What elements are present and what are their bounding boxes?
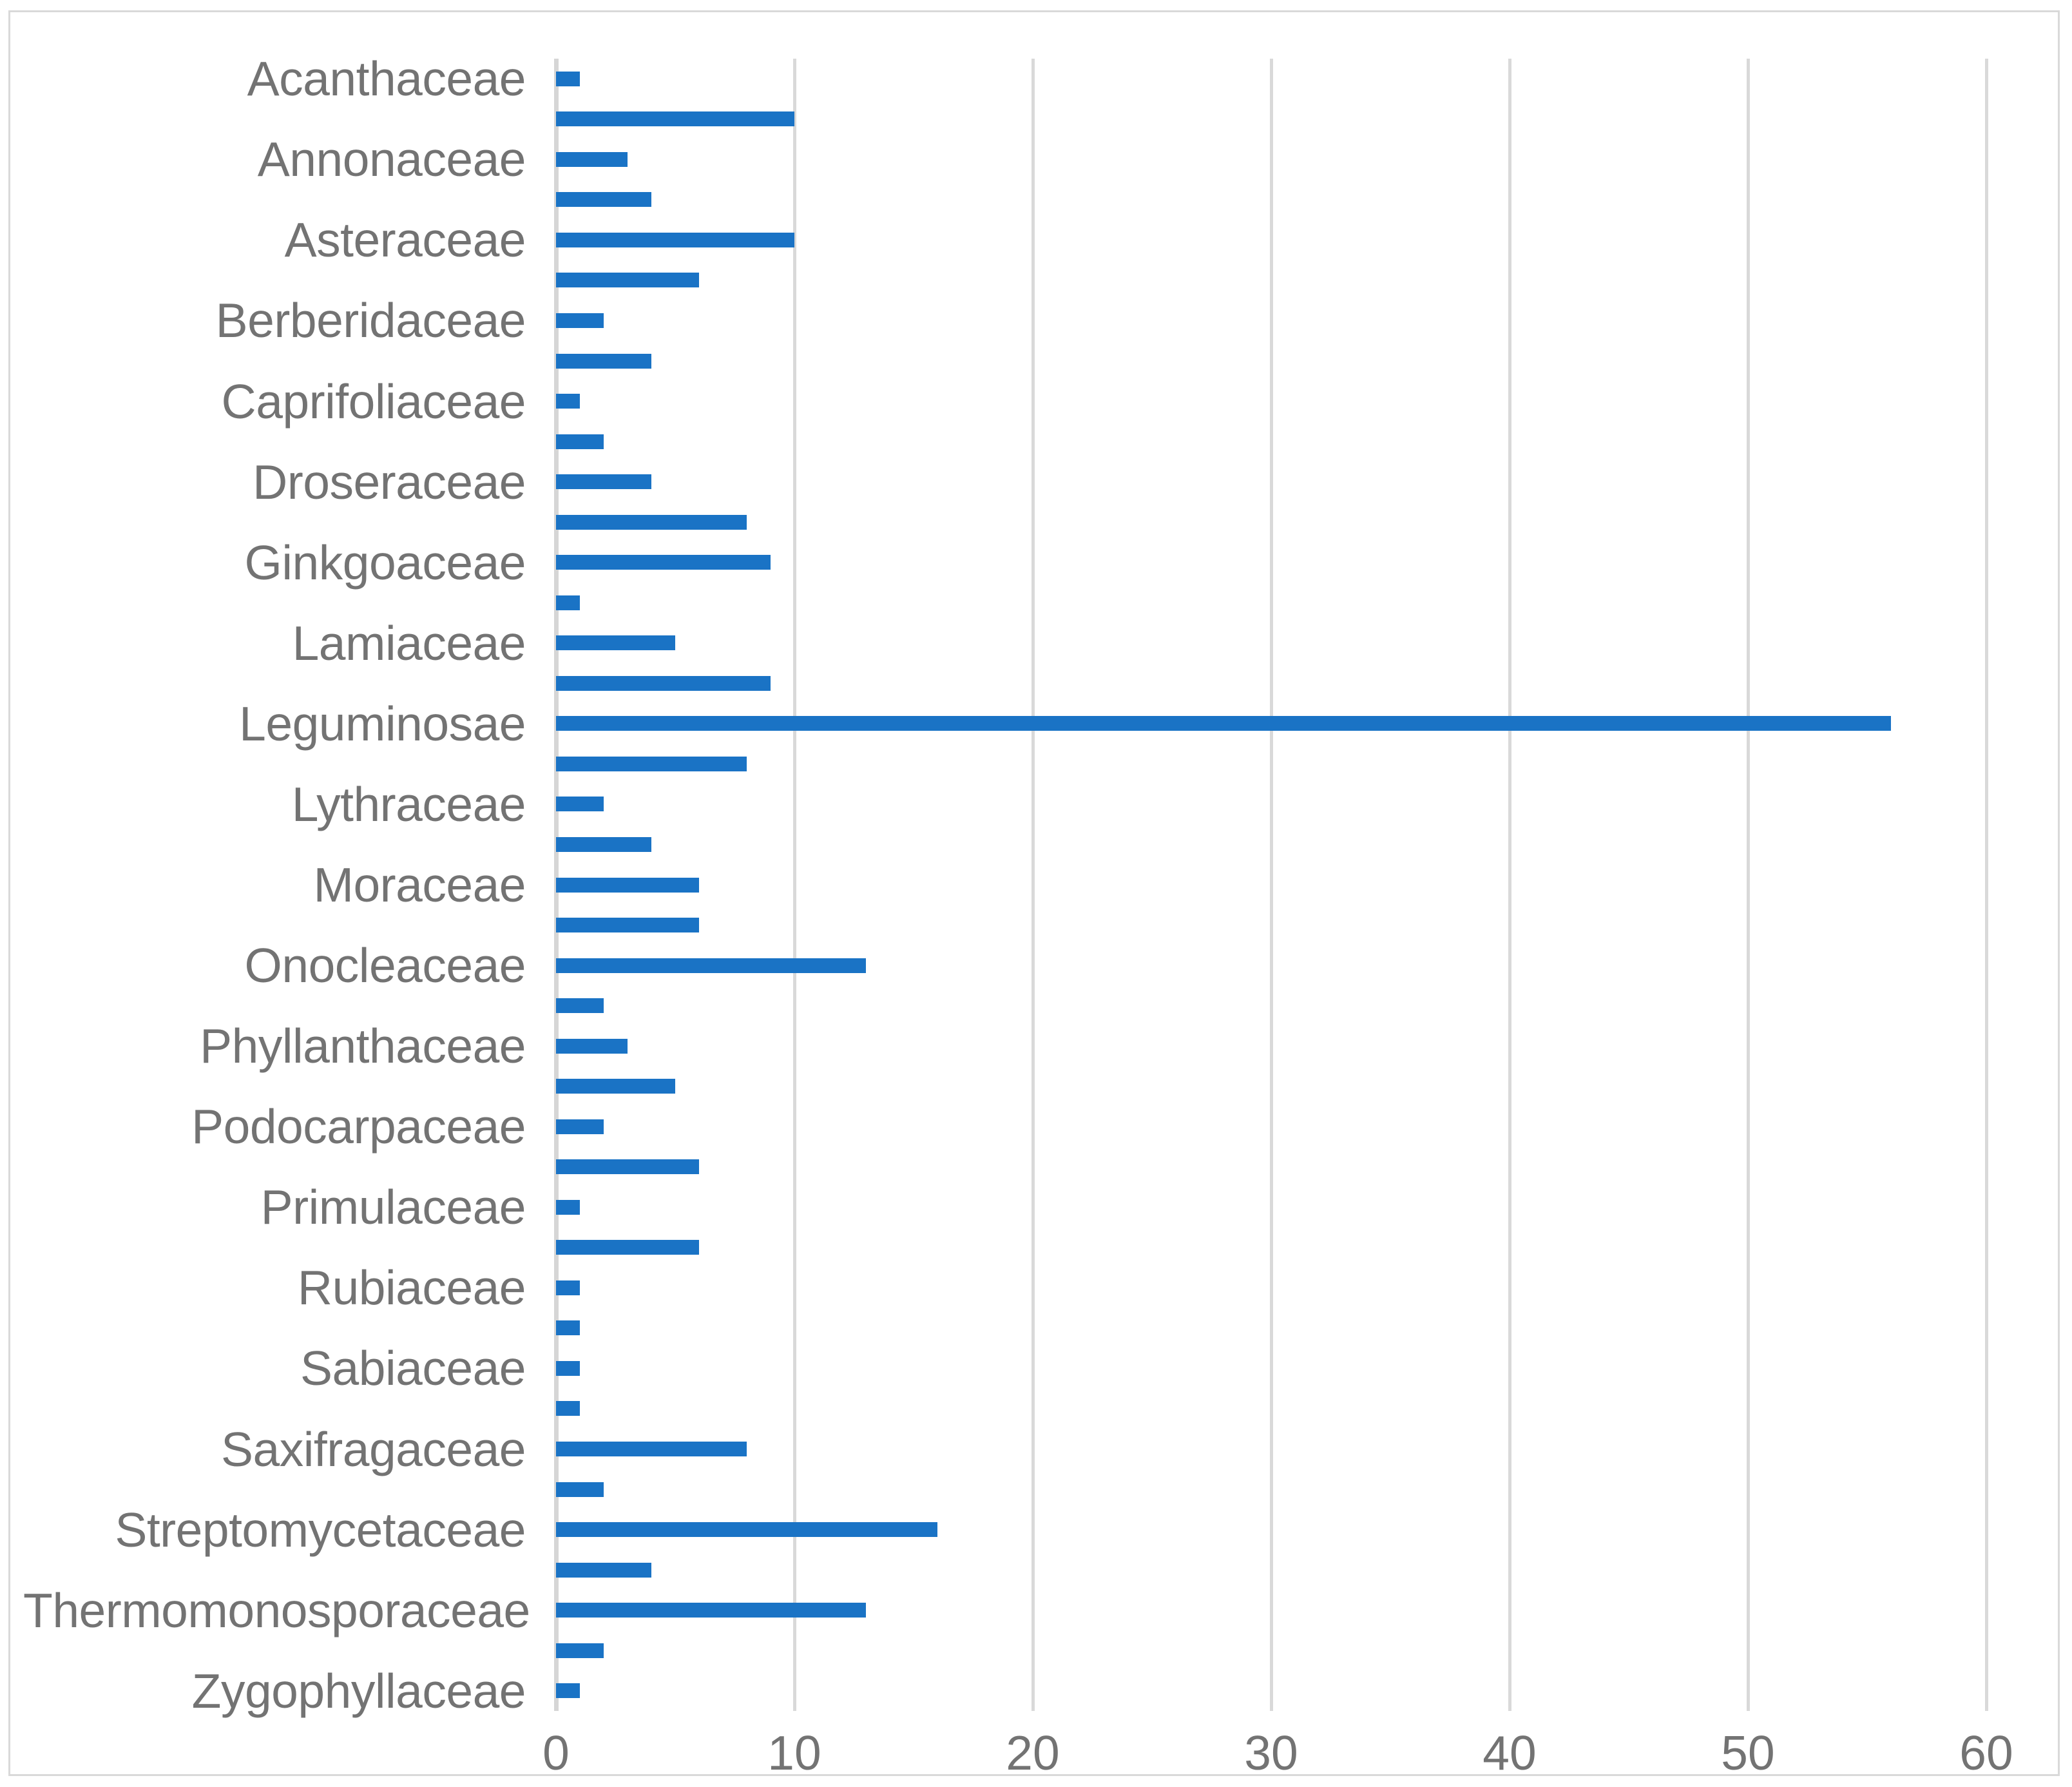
bar-Droseraceae xyxy=(556,474,651,490)
gridline xyxy=(792,59,796,1711)
category-label-Streptomycetaceae: Streptomycetaceae xyxy=(115,1502,526,1557)
bar-Phyllanthaceae xyxy=(556,1038,628,1054)
category-label-Ginkgoaceae: Ginkgoaceae xyxy=(244,535,526,590)
category-label-Asteraceae: Asteraceae xyxy=(284,213,526,267)
x-tick-label-10: 10 xyxy=(767,1726,821,1780)
category-label-Droseraceae: Droseraceae xyxy=(253,454,526,509)
bar-unlabeled-13 xyxy=(556,595,580,610)
gridline xyxy=(1746,59,1750,1711)
category-label-Lythraceae: Lythraceae xyxy=(291,777,526,831)
bar-Saxifragaceae xyxy=(556,1442,747,1456)
bar-unlabeled-19 xyxy=(556,836,651,852)
bar-unlabeled-15 xyxy=(556,675,771,691)
x-tick-label-20: 20 xyxy=(1006,1726,1060,1780)
bar-unlabeled-5 xyxy=(556,273,699,288)
category-label-Zygophyllaceae: Zygophyllaceae xyxy=(191,1663,526,1718)
gridline xyxy=(1984,59,1988,1711)
bar-unlabeled-29 xyxy=(556,1240,699,1255)
bar-Zygophyllaceae xyxy=(556,1683,580,1699)
category-label-Acanthaceae: Acanthaceae xyxy=(247,52,526,106)
chart-card: Acanthaceae Annonaceae Asteraceae Berberida… xyxy=(8,10,2060,1780)
bar-unlabeled-35 xyxy=(556,1482,604,1497)
category-label-Berberidaceae: Berberidaceae xyxy=(215,293,526,348)
bar-Sabiaceae xyxy=(556,1360,580,1376)
bar-unlabeled-25 xyxy=(556,1079,675,1094)
bar-Onocleaceae xyxy=(556,958,866,973)
bar-Caprifoliaceae xyxy=(556,394,580,409)
category-label-Primulaceae: Primulaceae xyxy=(260,1180,526,1235)
bar-Asteraceae xyxy=(556,232,794,247)
category-label-Thermomonosporaceae: Thermomonosporaceae xyxy=(23,1583,530,1637)
category-label-Moraceae: Moraceae xyxy=(313,858,526,912)
bar-Podocarpaceae xyxy=(556,1119,604,1134)
bar-Moraceae xyxy=(556,877,699,893)
bar-unlabeled-37 xyxy=(556,1562,651,1578)
bar-unlabeled-17 xyxy=(556,756,747,771)
bar-Annonaceae xyxy=(556,151,628,167)
x-tick-label-40: 40 xyxy=(1482,1726,1537,1780)
category-label-Annonaceae: Annonaceae xyxy=(257,132,526,187)
bar-unlabeled-33 xyxy=(556,1401,580,1416)
x-tick-label-60: 60 xyxy=(1959,1726,2013,1780)
bar-unlabeled-7 xyxy=(556,353,651,369)
category-label-Caprifoliaceae: Caprifoliaceae xyxy=(221,374,526,429)
category-label-Saxifragaceae: Saxifragaceae xyxy=(221,1422,526,1476)
gridline xyxy=(1031,59,1035,1711)
gridline xyxy=(1508,59,1511,1711)
x-tick-label-30: 30 xyxy=(1244,1726,1298,1780)
bar-unlabeled-27 xyxy=(556,1159,699,1175)
bar-unlabeled-11 xyxy=(556,514,747,530)
bar-Thermomonosporaceae xyxy=(556,1603,866,1618)
bar-Primulaceae xyxy=(556,1199,580,1215)
category-label-Rubiaceae: Rubiaceae xyxy=(297,1261,526,1315)
plot-area xyxy=(553,59,1988,1711)
bar-unlabeled-39 xyxy=(556,1643,604,1658)
x-tick-label-0: 0 xyxy=(542,1726,570,1780)
bar-Lamiaceae xyxy=(556,635,675,651)
bar-unlabeled-3 xyxy=(556,192,651,208)
category-label-Lamiaceae: Lamiaceae xyxy=(292,615,526,670)
bar-unlabeled-23 xyxy=(556,998,604,1014)
bar-Rubiaceae xyxy=(556,1280,580,1295)
bar-Leguminosae xyxy=(556,716,1891,731)
bar-Berberidaceae xyxy=(556,313,604,328)
gridline xyxy=(1269,59,1273,1711)
bar-Acanthaceae xyxy=(556,71,580,86)
bar-unlabeled-1 xyxy=(556,111,794,127)
bar-unlabeled-21 xyxy=(556,918,699,933)
category-label-Phyllanthaceae: Phyllanthaceae xyxy=(200,1019,526,1074)
bar-Streptomycetaceae xyxy=(556,1522,937,1538)
category-label-Podocarpaceae: Podocarpaceae xyxy=(191,1099,526,1154)
category-label-Onocleaceae: Onocleaceae xyxy=(244,938,526,993)
bar-Lythraceae xyxy=(556,797,604,812)
category-label-Leguminosae: Leguminosae xyxy=(239,696,526,751)
category-label-Sabiaceae: Sabiaceae xyxy=(300,1341,526,1396)
bar-Ginkgoaceae xyxy=(556,555,771,570)
bar-unlabeled-9 xyxy=(556,434,604,449)
x-tick-label-50: 50 xyxy=(1721,1726,1775,1780)
bar-unlabeled-31 xyxy=(556,1320,580,1336)
